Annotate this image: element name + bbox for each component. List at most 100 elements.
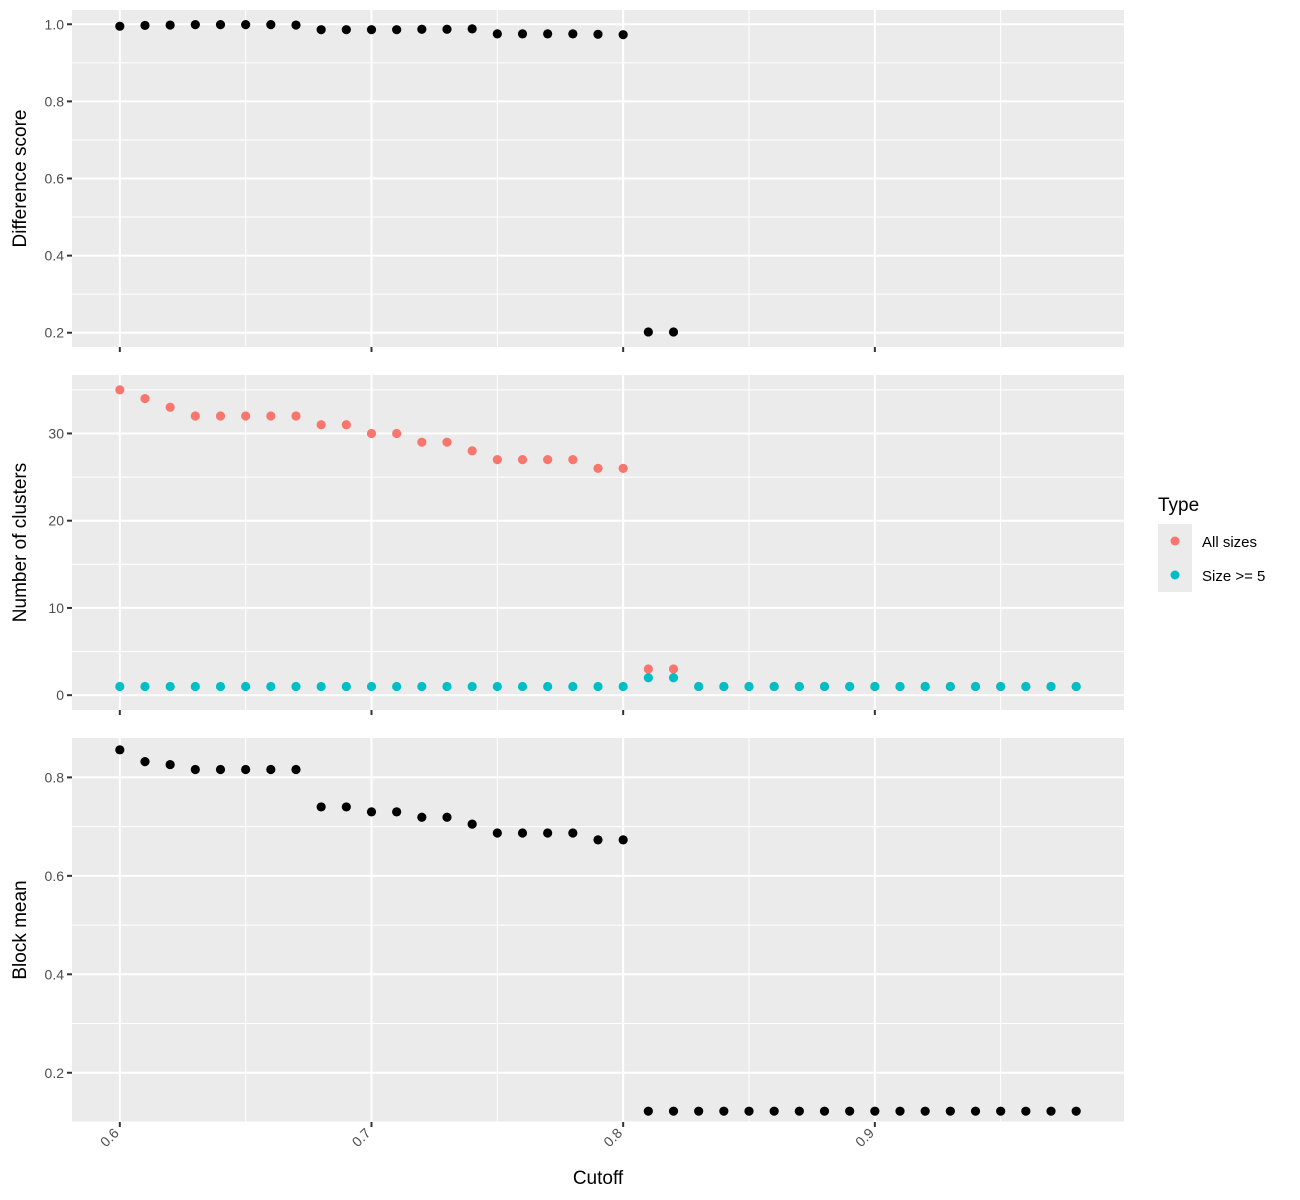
data-point xyxy=(543,681,553,692)
y-axis-title-block-mean: Block mean xyxy=(10,880,31,979)
data-point xyxy=(819,681,830,692)
data-point xyxy=(568,29,578,39)
data-point xyxy=(241,411,251,421)
y-tick-label: 30 xyxy=(48,425,64,441)
data-point xyxy=(794,681,804,692)
data-point xyxy=(694,681,704,692)
data-point xyxy=(845,1106,855,1116)
data-point xyxy=(618,681,628,692)
data-point xyxy=(643,664,653,674)
data-point xyxy=(366,25,377,35)
panel-block-mean: 0.2 0.4 0.6 0.8 Block mean xyxy=(10,738,1124,1127)
data-point xyxy=(492,681,502,692)
y-tick-label: 0.8 xyxy=(45,93,65,109)
data-point xyxy=(467,681,477,692)
data-point xyxy=(668,664,679,674)
data-point xyxy=(568,828,578,838)
data-point xyxy=(593,835,603,845)
data-point xyxy=(970,1106,981,1116)
data-point xyxy=(895,681,905,692)
data-point xyxy=(417,437,427,447)
data-point xyxy=(517,29,528,39)
data-point xyxy=(215,411,226,421)
data-point xyxy=(744,681,754,692)
x-tick-label: 0.6 xyxy=(97,1125,122,1150)
data-point xyxy=(467,446,477,456)
data-point xyxy=(341,25,351,35)
data-point xyxy=(392,428,402,439)
data-point xyxy=(115,681,125,692)
data-point xyxy=(442,437,452,447)
data-point xyxy=(492,455,502,465)
data-point xyxy=(291,20,301,30)
data-point xyxy=(442,681,452,692)
data-point xyxy=(719,1106,729,1116)
data-point xyxy=(140,20,150,31)
data-point xyxy=(845,681,855,692)
data-point xyxy=(165,20,175,30)
y-tick-label: 0.4 xyxy=(45,966,65,982)
data-point xyxy=(492,828,502,838)
y-tick-label: 0.2 xyxy=(45,1065,65,1081)
data-point xyxy=(719,681,729,692)
data-point xyxy=(870,1106,880,1116)
data-point xyxy=(442,24,452,34)
data-point xyxy=(945,681,955,692)
legend-key-size-ge-5 xyxy=(1170,570,1180,580)
data-point xyxy=(945,1106,955,1116)
data-point xyxy=(517,681,528,692)
y-tick-label: 0.4 xyxy=(45,248,65,264)
x-tick-label: 0.7 xyxy=(349,1125,374,1150)
data-point xyxy=(668,327,679,337)
data-point xyxy=(417,812,427,822)
data-point xyxy=(920,1106,930,1116)
data-point xyxy=(1046,1106,1056,1116)
y-axis-title-difference-score: Difference score xyxy=(10,110,31,248)
data-point xyxy=(668,1106,679,1116)
legend-key-all-sizes xyxy=(1170,536,1180,546)
data-point xyxy=(543,455,553,465)
data-point xyxy=(115,385,125,395)
data-point xyxy=(467,819,477,829)
legend-label-all-sizes: All sizes xyxy=(1202,534,1257,551)
data-point xyxy=(190,411,200,421)
data-point xyxy=(316,802,326,812)
y-tick-label: 0.2 xyxy=(45,325,65,341)
data-point xyxy=(1046,681,1056,692)
data-point xyxy=(618,30,628,40)
legend: Type All sizes Size >= 5 xyxy=(1158,495,1265,592)
data-point xyxy=(291,764,301,775)
data-point xyxy=(492,29,502,39)
data-point xyxy=(543,29,553,39)
data-point xyxy=(618,463,628,473)
series-size-5 xyxy=(115,673,1081,692)
panel-background xyxy=(72,738,1124,1122)
y-tick-label: 10 xyxy=(48,600,64,616)
x-tick-label: 0.8 xyxy=(600,1125,625,1150)
data-point xyxy=(215,764,226,775)
data-point xyxy=(618,835,628,845)
data-point xyxy=(1021,1106,1031,1116)
data-point xyxy=(769,1106,779,1116)
data-point xyxy=(215,20,226,30)
data-point xyxy=(341,420,351,430)
data-point xyxy=(316,420,326,430)
data-point xyxy=(442,812,452,822)
data-point xyxy=(165,402,175,412)
data-point xyxy=(593,681,603,692)
x-axis-title: Cutoff xyxy=(573,1168,624,1189)
data-point xyxy=(241,681,251,692)
data-point xyxy=(266,20,276,30)
data-point xyxy=(316,681,326,692)
data-point xyxy=(366,428,377,439)
x-axis: 0.6 0.7 0.8 0.9 xyxy=(97,1125,877,1150)
data-point xyxy=(417,24,427,34)
data-point xyxy=(140,681,150,692)
data-point xyxy=(517,455,528,465)
data-point xyxy=(668,673,679,683)
data-point xyxy=(190,20,200,30)
y-tick-label: 20 xyxy=(48,513,64,529)
data-point xyxy=(970,681,981,692)
data-point xyxy=(366,807,377,817)
